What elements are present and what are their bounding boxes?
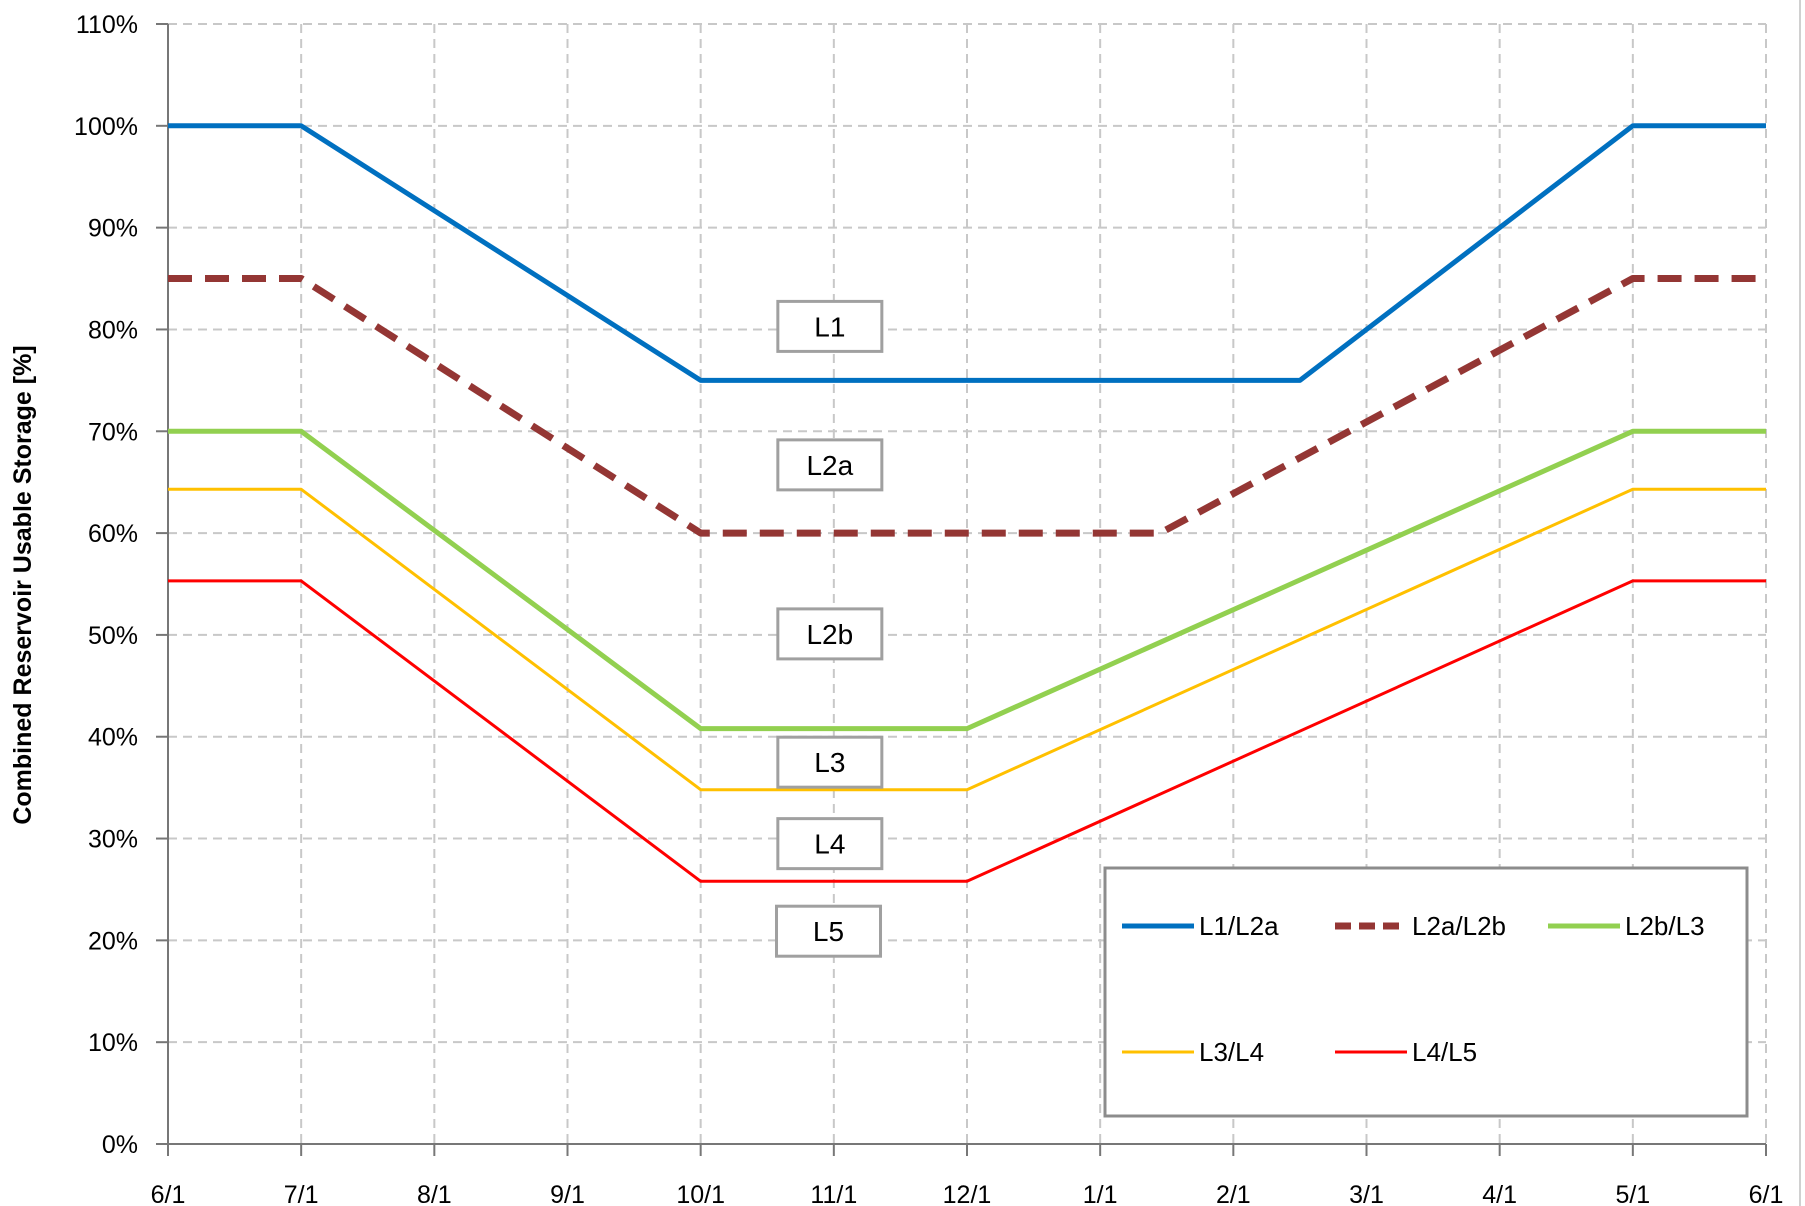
series-line-l3-l4	[168, 487, 1766, 792]
x-tick-label: 9/1	[550, 1181, 585, 1206]
zone-label-l4: L4	[814, 829, 845, 860]
zone-label-box	[776, 438, 884, 492]
x-tick-label: 1/1	[1083, 1181, 1118, 1206]
x-tick-label: 2/1	[1216, 1181, 1251, 1206]
legend-box	[1103, 866, 1749, 1118]
x-tick-label: 7/1	[284, 1181, 319, 1206]
y-tick-label: 50%	[88, 622, 138, 650]
zone-label-l3: L3	[814, 747, 845, 778]
legend-label: L2b/L3	[1625, 911, 1705, 941]
y-tick-label: 10%	[88, 1029, 138, 1057]
x-tick-label: 11/1	[810, 1181, 857, 1206]
zone-label-box	[776, 817, 884, 871]
legend: L1/L2a L2a/L2b L2b/L3 L3/L4 L4/L5	[1103, 866, 1749, 1118]
zone-label-l1: L1	[814, 311, 845, 342]
axes	[156, 23, 1767, 1156]
y-tick-label: 90%	[88, 215, 138, 243]
x-tick-label: 6/1	[151, 1181, 186, 1206]
x-tick-label: 4/1	[1482, 1181, 1517, 1206]
x-tick-label: 3/1	[1349, 1181, 1384, 1206]
zone-label-box	[776, 735, 884, 789]
series-line-l1-l2a	[168, 123, 1766, 383]
y-tick-label: 40%	[88, 724, 138, 752]
zone-label-l5: L5	[813, 916, 844, 947]
y-tick-label: 20%	[88, 927, 138, 955]
y-tick-label: 100%	[74, 113, 138, 141]
zone-label-box	[776, 299, 884, 353]
zone-labels: L1 L2a L2b L3 L4 L5	[775, 299, 884, 958]
zone-label-box	[776, 607, 884, 661]
y-tick-label: 70%	[88, 418, 138, 446]
series-line-l2b-l3	[168, 428, 1766, 732]
y-tick-label: 0%	[102, 1131, 138, 1159]
y-tick-labels: 0% 10% 20% 30% 40% 50% 60% 70% 80% 90% 100% 110%	[74, 11, 138, 1159]
y-tick-label: 110%	[76, 11, 138, 39]
x-tick-label: 8/1	[417, 1181, 452, 1206]
y-axis-label: Combined Reservoir Usable Storage [%]	[9, 345, 37, 824]
legend-label: L4/L5	[1412, 1037, 1477, 1067]
x-tick-label: 12/1	[943, 1181, 992, 1206]
x-tick-labels: 6/1 7/1 8/1 9/1 10/1 11/1 12/1 1/1 2/1 3/1 4/1 5/1 6…	[151, 1181, 1784, 1206]
zone-label-l2b: L2b	[806, 619, 853, 650]
legend-label: L2a/L2b	[1412, 911, 1506, 941]
series-line-l2a-l2b	[168, 275, 1766, 537]
x-tick-label: 10/1	[676, 1181, 725, 1206]
x-tick-label: 6/1	[1749, 1181, 1784, 1206]
legend-label: L1/L2a	[1199, 911, 1279, 941]
y-tick-label: 60%	[88, 520, 138, 548]
legend-label: L3/L4	[1199, 1037, 1264, 1067]
zone-label-l2a: L2a	[806, 450, 853, 481]
series-line-l4-l5	[168, 579, 1766, 883]
series-lines	[168, 123, 1766, 883]
y-tick-label: 80%	[88, 316, 138, 344]
x-tick-label: 5/1	[1615, 1181, 1650, 1206]
y-tick-label: 30%	[88, 826, 138, 854]
zone-label-box	[775, 904, 883, 958]
